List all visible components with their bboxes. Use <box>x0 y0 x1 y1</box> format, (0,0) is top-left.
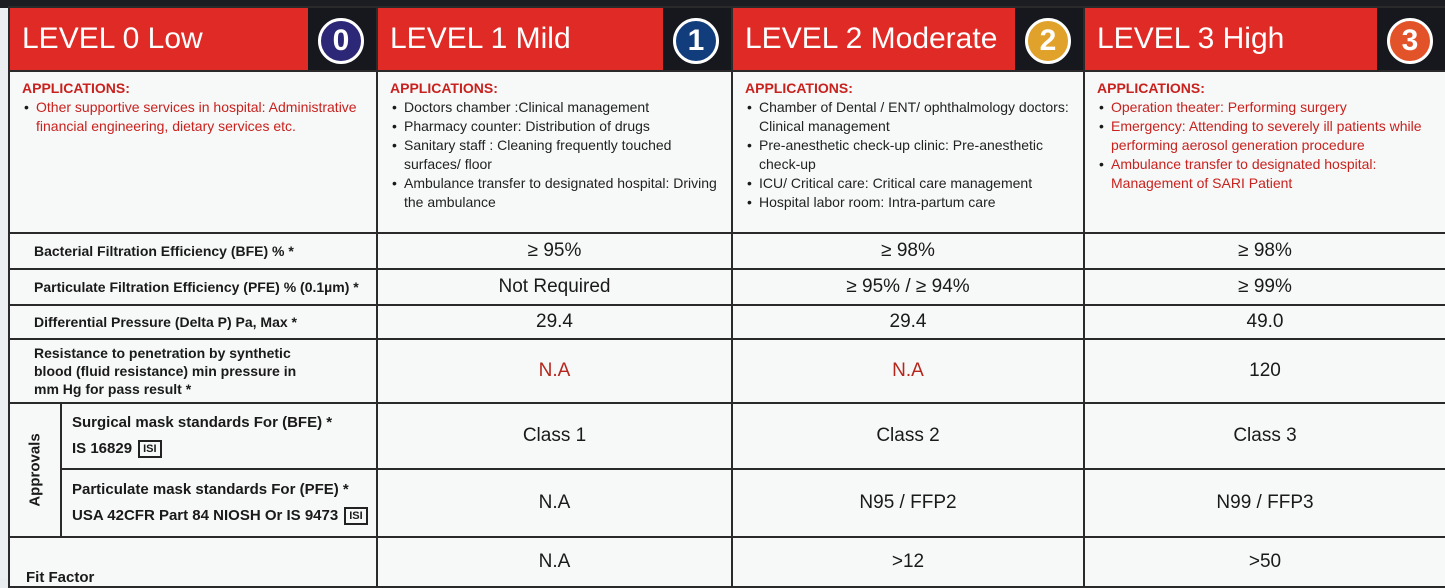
application-item: Sanitary staff : Cleaning frequently tou… <box>392 136 721 174</box>
level-1-applications: APPLICATIONS: Doctors chamber :Clinical … <box>376 70 733 234</box>
surgical-standard-title: Surgical mask standards For (BFE) * <box>72 414 333 431</box>
fluid-resistance-label: Resistance to penetration by synthetic b… <box>8 338 378 404</box>
application-item: Ambulance transfer to designated hospita… <box>1099 155 1435 193</box>
fluid-resistance-level-2: N.A <box>731 338 1085 404</box>
bfe-row: Bacterial Filtration Efficiency (BFE) % … <box>8 232 1445 270</box>
level-2-title: LEVEL 2 Moderate <box>745 22 998 55</box>
particulate-standard-code: USA 42CFR Part 84 NIOSH Or IS 9473 <box>72 507 339 524</box>
application-item: Doctors chamber :Clinical management <box>392 98 721 117</box>
pfe-level-1: Not Required <box>376 268 733 306</box>
bfe-level-2: ≥ 98% <box>731 232 1085 270</box>
particulate-standard-label: Particulate mask standards For (PFE) * U… <box>60 468 378 538</box>
delta-p-level-2: 29.4 <box>731 304 1085 340</box>
application-item: Ambulance transfer to designated hospita… <box>392 174 721 212</box>
fit-factor-level-3: >50 <box>1083 536 1445 588</box>
pfe-level-3: ≥ 99% <box>1083 268 1445 306</box>
application-item: Emergency: Attending to severely ill pat… <box>1099 117 1435 155</box>
pfe-row: Particulate Filtration Efficiency (PFE) … <box>8 268 1445 306</box>
isi-mark-icon: ISI <box>138 440 162 459</box>
surgical-standard-label: Surgical mask standards For (BFE) * IS 1… <box>60 402 378 470</box>
approvals-label: Approvals <box>26 433 44 507</box>
level-1-header: LEVEL 1 Mild 1 <box>376 6 733 72</box>
application-item: Chamber of Dental / ENT/ ophthalmology d… <box>747 98 1073 136</box>
applications-title: APPLICATIONS: <box>22 80 130 96</box>
header-row: LEVEL 0 Low 0 LEVEL 1 Mild 1 LEVEL 2 Mod… <box>8 6 1445 72</box>
fit-factor-row: Fit Factor N.A >12 >50 <box>8 536 1445 588</box>
level-2-badge: 2 <box>1025 18 1071 64</box>
level-2-header: LEVEL 2 Moderate 2 <box>731 6 1085 72</box>
level-0-header: LEVEL 0 Low 0 <box>8 6 378 72</box>
surgical-standard-row: Approvals Surgical mask standards For (B… <box>8 402 1445 538</box>
fluid-resistance-level-3: 120 <box>1083 338 1445 404</box>
application-item: Hospital labor room: Intra-partum care <box>747 193 1073 212</box>
surgical-standard-level-2: Class 2 <box>731 402 1085 470</box>
fit-factor-label: Fit Factor <box>8 536 378 588</box>
pfe-label: Particulate Filtration Efficiency (PFE) … <box>8 268 378 306</box>
level-0-badge: 0 <box>318 18 364 64</box>
bfe-level-1: ≥ 95% <box>376 232 733 270</box>
fluid-resistance-row: Resistance to penetration by synthetic b… <box>8 338 1445 404</box>
application-item: Operation theater: Performing surgery <box>1099 98 1435 117</box>
level-3-badge: 3 <box>1387 18 1433 64</box>
surgical-standard-code: IS 16829 <box>72 440 133 457</box>
level-2-applications: APPLICATIONS: Chamber of Dental / ENT/ o… <box>731 70 1085 234</box>
applications-title: APPLICATIONS: <box>745 80 853 96</box>
delta-p-level-3: 49.0 <box>1083 304 1445 340</box>
bfe-label: Bacterial Filtration Efficiency (BFE) % … <box>8 232 378 270</box>
fluid-resistance-level-1: N.A <box>376 338 733 404</box>
delta-p-row: Differential Pressure (Delta P) Pa, Max … <box>8 304 1445 340</box>
bfe-level-3: ≥ 98% <box>1083 232 1445 270</box>
mask-levels-table: LEVEL 0 Low 0 LEVEL 1 Mild 1 LEVEL 2 Mod… <box>8 6 1445 588</box>
applications-title: APPLICATIONS: <box>1097 80 1205 96</box>
surgical-standard-level-3: Class 3 <box>1083 402 1445 470</box>
level-0-title: LEVEL 0 Low <box>22 22 203 55</box>
application-item: Pre-anesthetic check-up clinic: Pre-anes… <box>747 136 1073 174</box>
level-3-title: LEVEL 3 High <box>1097 22 1285 55</box>
application-item: Pharmacy counter: Distribution of drugs <box>392 117 721 136</box>
delta-p-label: Differential Pressure (Delta P) Pa, Max … <box>8 304 378 340</box>
fit-factor-level-2: >12 <box>731 536 1085 588</box>
pfe-level-2: ≥ 95% / ≥ 94% <box>731 268 1085 306</box>
delta-p-level-1: 29.4 <box>376 304 733 340</box>
fit-factor-level-1: N.A <box>376 536 733 588</box>
level-0-applications: APPLICATIONS: Other supportive services … <box>8 70 378 234</box>
particulate-standard-title: Particulate mask standards For (PFE) * <box>72 481 349 498</box>
surgical-standard-level-1: Class 1 <box>376 402 733 470</box>
particulate-standard-level-1: N.A <box>376 468 733 538</box>
level-3-applications: APPLICATIONS: Operation theater: Perform… <box>1083 70 1445 234</box>
top-strip <box>0 0 1445 8</box>
particulate-standard-level-2: N95 / FFP2 <box>731 468 1085 538</box>
level-1-title: LEVEL 1 Mild <box>390 22 571 55</box>
isi-mark-icon: ISI <box>344 507 368 526</box>
particulate-standard-level-3: N99 / FFP3 <box>1083 468 1445 538</box>
level-3-header: LEVEL 3 High 3 <box>1083 6 1445 72</box>
application-item: ICU/ Critical care: Critical care manage… <box>747 174 1073 193</box>
particulate-standard-row: Particulate mask standards For (PFE) * U… <box>9 468 1445 538</box>
level-1-badge: 1 <box>673 18 719 64</box>
applications-row: APPLICATIONS: Other supportive services … <box>8 70 1445 234</box>
applications-title: APPLICATIONS: <box>390 80 498 96</box>
application-item: Other supportive services in hospital: A… <box>24 98 366 136</box>
approvals-cell: Approvals <box>8 402 62 538</box>
